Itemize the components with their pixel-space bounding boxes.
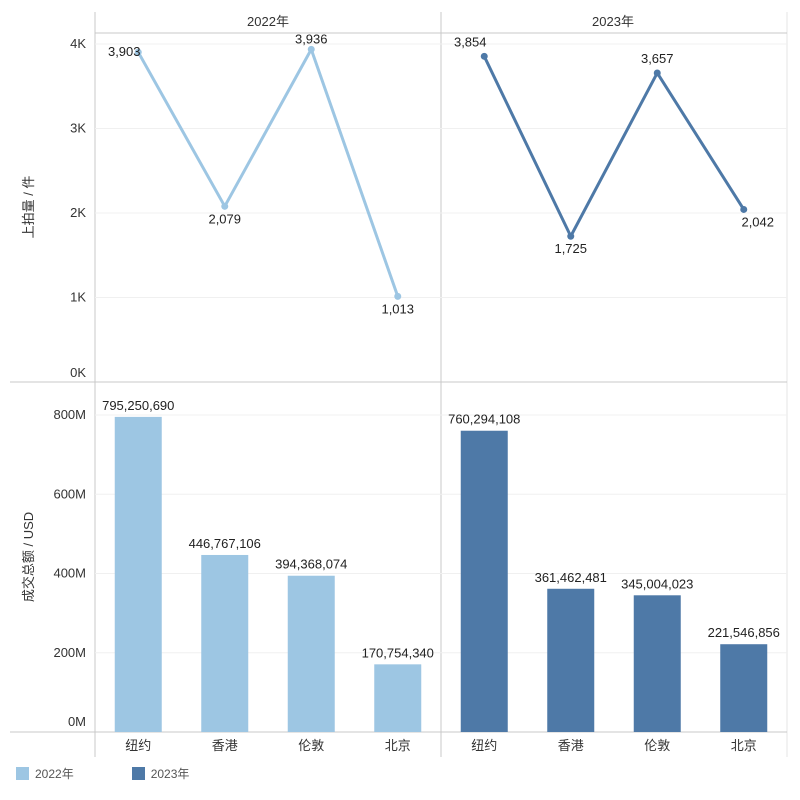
x-tick-label: 香港 [558,738,584,753]
x-tick-label: 北京 [731,738,757,753]
line-data-label: 3,657 [641,51,674,66]
bar [460,430,508,732]
bar [633,595,681,732]
panel-header-2022: 2022年 [247,14,289,29]
legend-swatch-2022 [16,767,29,780]
bar [287,575,335,732]
bar [547,588,595,732]
line-data-label: 1,725 [554,241,587,256]
bar-data-label: 760,294,108 [448,412,520,427]
line-series-2023年 [482,55,746,238]
panel-headers: 2022年 2023年 [247,14,634,29]
x-tick-label: 伦敦 [298,738,324,753]
line-point [480,52,488,60]
legend-item-2022[interactable]: 2022年 [16,765,74,782]
legend-item-2023[interactable]: 2023年 [131,765,190,782]
bar [114,416,162,732]
line-data-label: 2,079 [208,211,241,226]
bar-y-tick-label: 800M [53,407,86,422]
legend: 2022年 2023年 [16,765,247,782]
line-point [567,232,575,240]
legend-swatch-2023 [131,767,145,780]
line-data-label: 1,013 [381,301,414,316]
line-point [134,48,142,56]
line-y-tick-label: 4K [70,36,86,51]
line-y-tick-label: 0K [70,365,86,380]
line-point [221,202,229,210]
line-y-tick-label: 1K [70,290,86,305]
line-data-label: 2,042 [741,214,774,229]
x-tick-label: 伦敦 [644,738,670,753]
bar-data-label: 170,754,340 [362,645,434,660]
bar-data-label: 394,368,074 [275,557,347,572]
bar-y-tick-label: 0M [68,714,86,729]
line-y-tick-label: 2K [70,205,86,220]
bar-data-label: 221,546,856 [708,625,780,640]
line-data-label: 3,903 [108,44,141,59]
line-point [394,292,402,300]
bar-data-label: 446,767,106 [189,536,261,551]
bar-y-tick-label: 600M [53,486,86,501]
x-tick-label: 香港 [212,738,238,753]
bar [720,644,768,732]
panel-header-2023: 2023年 [592,14,634,29]
x-tick-label: 纽约 [125,738,151,753]
bar-y-tick-label: 400M [53,566,86,581]
x-tick-label: 北京 [385,738,411,753]
bar-data-label: 361,462,481 [535,570,607,585]
line-series-2022年 [136,47,400,297]
bar [201,554,249,732]
chart-marks: 0K 1K 2K 3K 4K 3,903 2,079 3,936 1,013 3,854 1,725… [53,31,779,753]
line-point [307,45,315,53]
line-data-label: 3,854 [454,34,487,49]
bar-data-label: 345,004,023 [621,576,693,591]
line-y-tick-label: 3K [70,121,86,136]
bar-y-tick-label: 200M [53,645,86,660]
line-point [653,69,661,77]
y-axis-title-line: 上拍量 / 件 [21,176,36,239]
bar [374,664,422,732]
legend-label-2022: 2022年 [35,767,74,781]
x-tick-label: 纽约 [471,738,497,753]
y-axis-title-bar: 成交总额 / USD [21,512,36,602]
legend-label-2023: 2023年 [150,767,190,781]
bar-data-label: 795,250,690 [102,398,174,413]
line-data-label: 3,936 [295,31,328,46]
line-point [740,205,748,213]
